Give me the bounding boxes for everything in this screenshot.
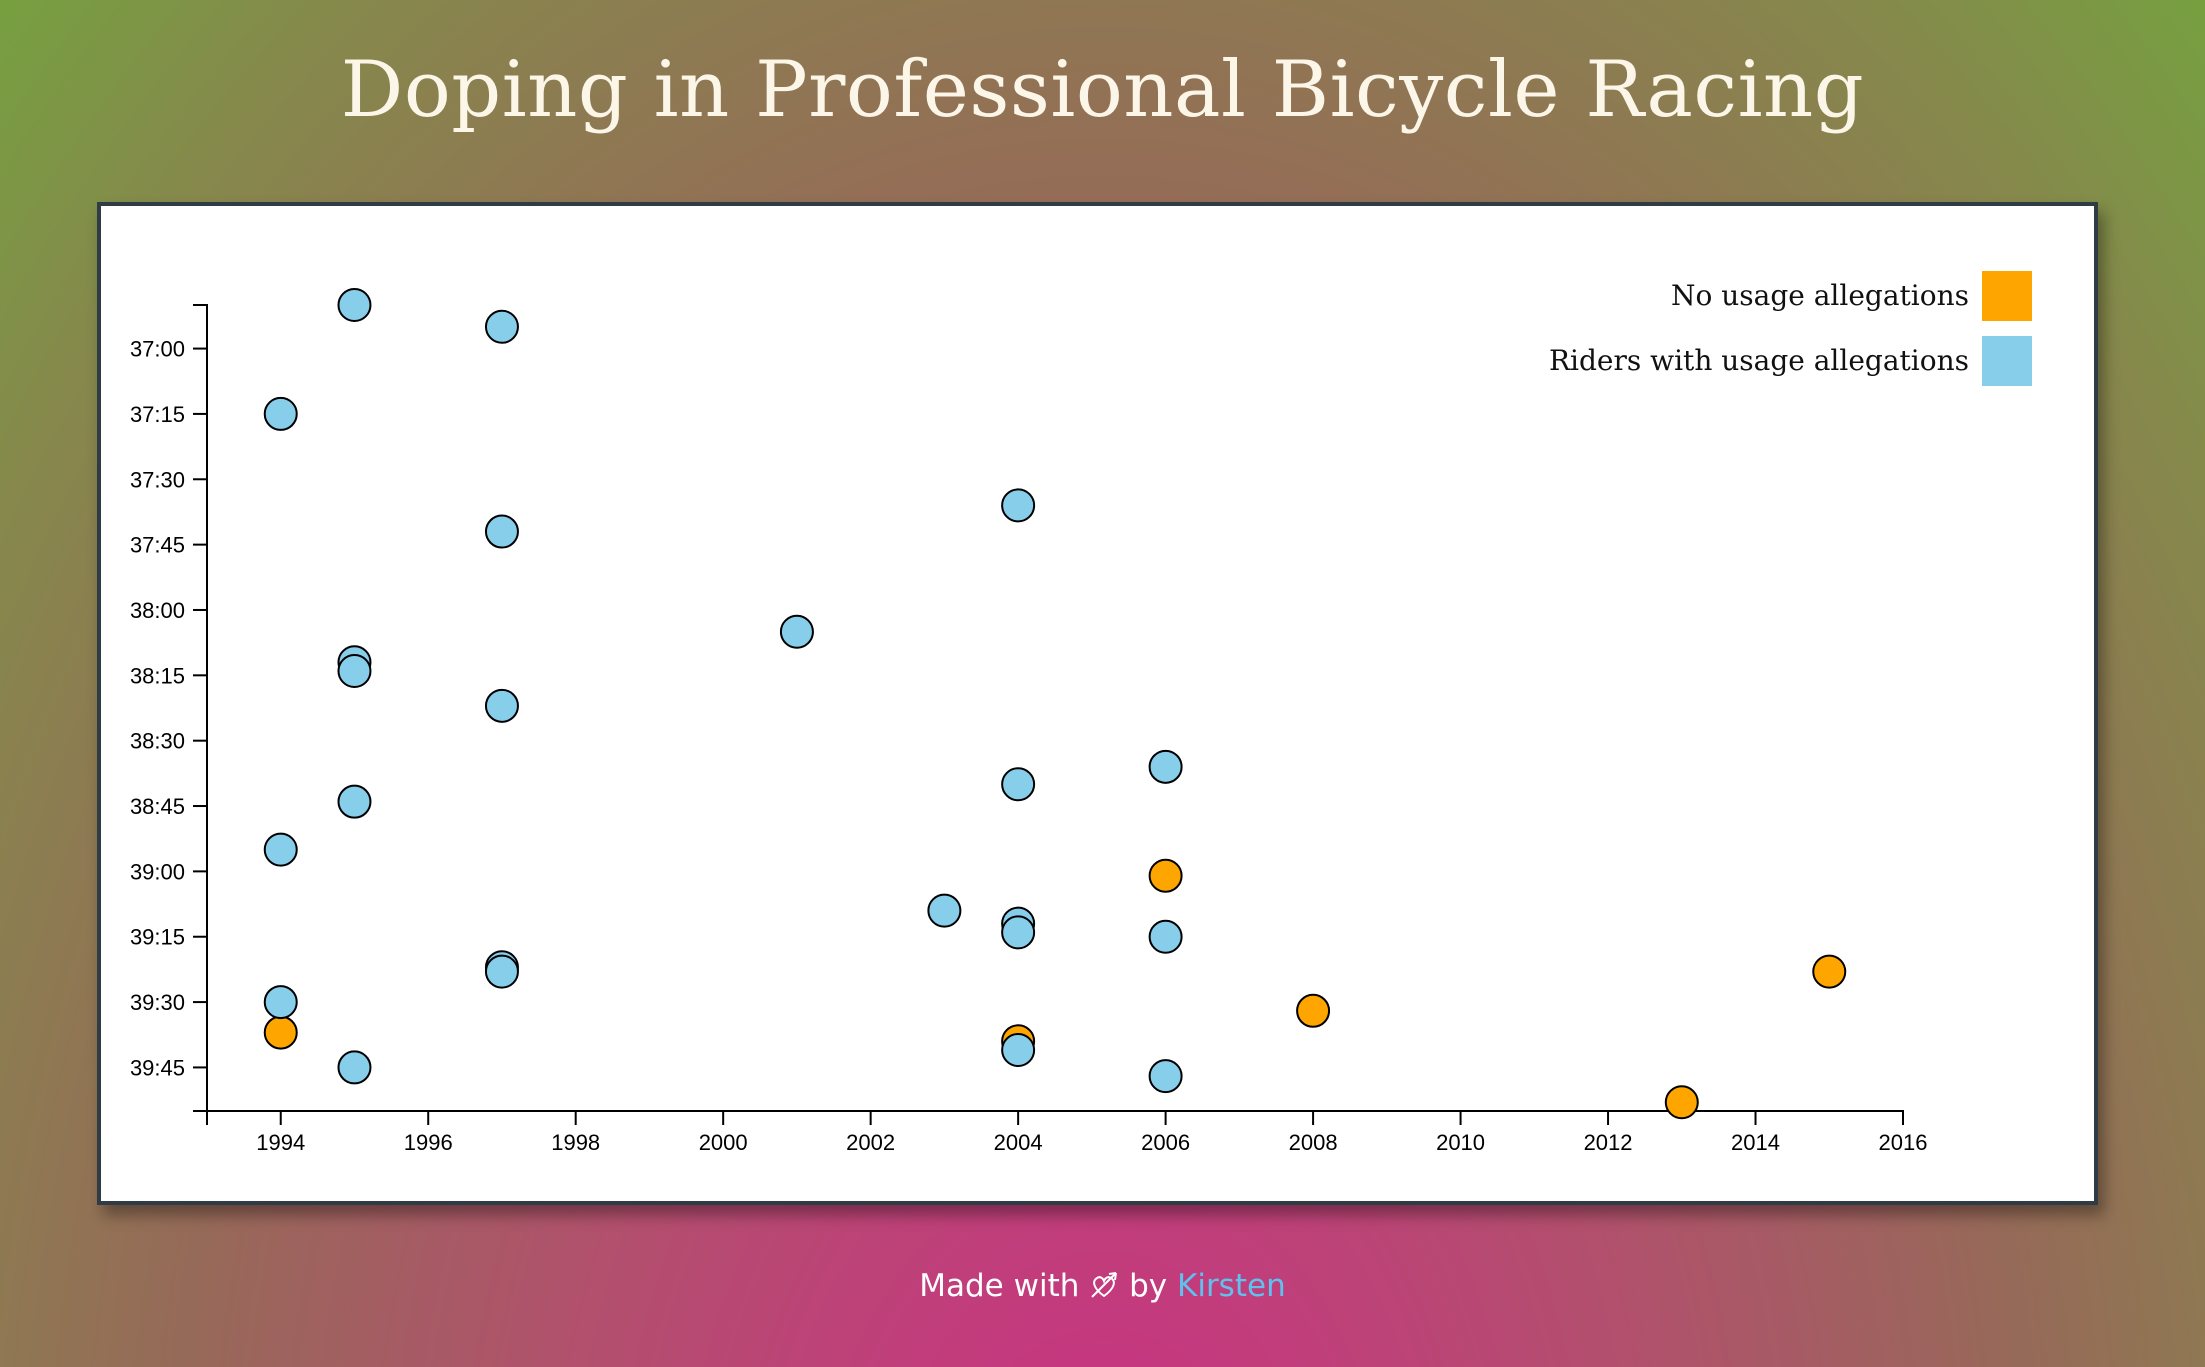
data-point <box>484 309 519 344</box>
x-tick-label: 1996 <box>404 1130 453 1155</box>
footer: Made with by Kirsten <box>0 1268 2205 1308</box>
data-point <box>263 396 298 431</box>
x-tick-label: 1998 <box>551 1130 600 1155</box>
x-tick-label: 2010 <box>1436 1130 1485 1155</box>
x-tick-label: 1994 <box>256 1130 305 1155</box>
data-point <box>484 954 519 989</box>
data-point <box>1148 858 1183 893</box>
x-axis-line <box>206 1110 1904 1125</box>
y-tick-label: 37:00 <box>130 337 185 362</box>
y-axis: 37:00 37:15 37:30 37:45 38:00 38:15 38:30 38:45… <box>130 304 208 1112</box>
author-link[interactable]: Kirsten <box>1177 1268 1286 1304</box>
data-point <box>484 514 519 549</box>
data-point <box>779 614 814 649</box>
data-point <box>337 784 372 819</box>
data-point <box>1148 1059 1183 1094</box>
y-tick-label: 37:30 <box>130 467 185 492</box>
data-point <box>1148 749 1183 784</box>
y-tick-label: 39:15 <box>130 925 185 950</box>
data-point <box>1001 1033 1036 1068</box>
data-point <box>1812 954 1847 989</box>
y-tick-label: 38:30 <box>130 729 185 754</box>
y-tick-label: 38:00 <box>130 598 185 623</box>
data-point <box>927 893 962 928</box>
data-point <box>1296 993 1331 1028</box>
x-tick-label: 2008 <box>1289 1130 1338 1155</box>
y-tick-label: 38:45 <box>130 794 185 819</box>
data-point <box>337 1050 372 1085</box>
data-point <box>263 1015 298 1050</box>
data-point <box>1148 919 1183 954</box>
data-point <box>1664 1085 1699 1120</box>
y-tick-label: 39:30 <box>130 990 185 1015</box>
x-axis: 1994 1996 1998 2000 2002 2004 2006 2008 2010 2012… <box>206 1110 1928 1155</box>
x-tick-label: 2006 <box>1141 1130 1190 1155</box>
data-point <box>484 688 519 723</box>
legend-label: No usage allegations <box>1671 279 1969 312</box>
legend-label: Riders with usage allegations <box>1549 344 1969 377</box>
y-tick-label: 37:45 <box>130 533 185 558</box>
y-tick-label: 38:15 <box>130 663 185 688</box>
data-point <box>337 653 372 688</box>
x-tick-label: 2014 <box>1731 1130 1780 1155</box>
x-tick-label: 2002 <box>846 1130 895 1155</box>
data-point <box>1001 767 1036 802</box>
page-title: Doping in Professional Bicycle Racing <box>340 45 1865 135</box>
data-point <box>1001 488 1036 523</box>
data-point <box>263 985 298 1020</box>
data-points <box>263 288 1847 1120</box>
x-tick-label: 2004 <box>994 1130 1043 1155</box>
heart-arrow-icon <box>1089 1270 1119 1308</box>
y-tick-label: 37:15 <box>130 402 185 427</box>
scatter-plot: 37:00 37:15 37:30 37:45 38:00 38:15 38:30 38:45… <box>130 271 2032 1155</box>
x-tick-label: 2012 <box>1584 1130 1633 1155</box>
chart-card: 37:00 37:15 37:30 37:45 38:00 38:15 38:30 38:45… <box>97 202 2098 1205</box>
legend: No usage allegations Riders with usage al… <box>1549 271 2032 386</box>
footer-made-with: Made with <box>919 1268 1080 1304</box>
footer-by: by <box>1129 1268 1168 1304</box>
x-tick-label: 2000 <box>699 1130 748 1155</box>
y-tick-label: 39:45 <box>130 1055 185 1080</box>
x-tick-label: 2016 <box>1879 1130 1928 1155</box>
data-point <box>337 288 372 322</box>
y-axis-line <box>193 304 208 1112</box>
y-tick-label: 39:00 <box>130 859 185 884</box>
data-point <box>263 832 298 867</box>
data-point <box>1001 915 1036 950</box>
legend-swatch <box>1982 336 2032 386</box>
legend-swatch <box>1982 271 2032 321</box>
